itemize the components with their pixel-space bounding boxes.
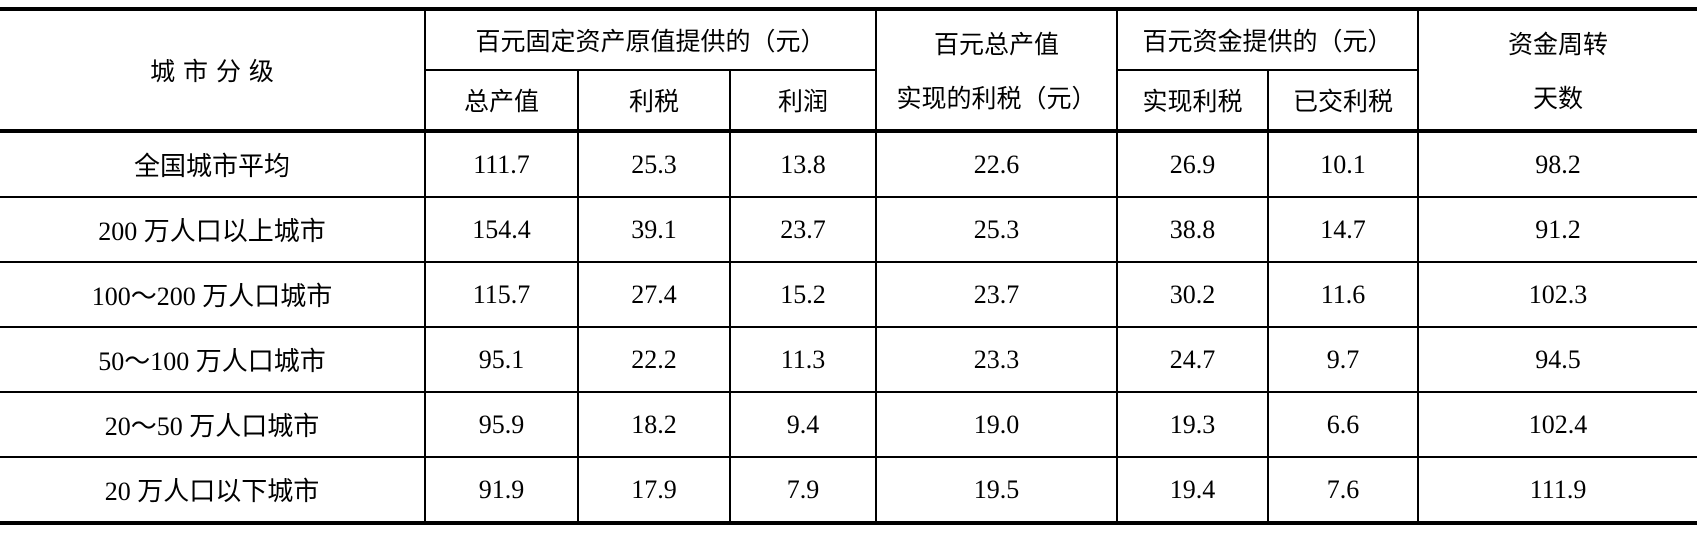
table-cell: 94.5 bbox=[1417, 326, 1697, 393]
header-row-2: 总产值 利税 利润 实现利税 已交利税 bbox=[0, 69, 1697, 132]
table-cell: 91.9 bbox=[424, 456, 579, 525]
row-label: 100～200 万人口城市 bbox=[0, 261, 426, 328]
table-cell: 111.7 bbox=[424, 129, 579, 198]
row-label: 20～50 万人口城市 bbox=[0, 391, 426, 458]
table-cell: 19.4 bbox=[1116, 456, 1270, 525]
table-cell: 30.2 bbox=[1116, 261, 1270, 328]
table-cell: 39.1 bbox=[577, 196, 731, 263]
table-cell: 6.6 bbox=[1267, 391, 1420, 458]
row-label: 200 万人口以上城市 bbox=[0, 196, 426, 263]
header-output-profit-tax-line2: 实现的利税（元） bbox=[896, 84, 1097, 113]
table-cell: 23.3 bbox=[875, 326, 1119, 393]
header-output-profit-tax-line1: 百元总产值 bbox=[934, 30, 1060, 59]
table-cell: 23.7 bbox=[875, 261, 1119, 328]
header-turnover-line1: 资金周转 bbox=[1508, 30, 1609, 59]
table-row: 200 万人口以上城市 154.4 39.1 23.7 25.3 38.8 14.7 91.2 bbox=[0, 196, 1697, 263]
row-label: 全国城市平均 bbox=[0, 129, 426, 198]
table-cell: 11.6 bbox=[1267, 261, 1420, 328]
header-output-profit-tax: 百元总产值 实现的利税（元） bbox=[875, 7, 1119, 132]
table-cell: 154.4 bbox=[424, 196, 579, 263]
table-cell: 17.9 bbox=[577, 456, 731, 525]
header-profit-tax: 利税 bbox=[577, 69, 731, 132]
table-cell: 19.3 bbox=[1116, 391, 1270, 458]
table-cell: 10.1 bbox=[1267, 129, 1420, 198]
table-cell: 22.2 bbox=[577, 326, 731, 393]
table-cell: 7.9 bbox=[728, 456, 878, 525]
header-group-funds: 百元资金提供的（元） bbox=[1116, 7, 1420, 71]
table-body: 全国城市平均 111.7 25.3 13.8 22.6 26.9 10.1 98.2 200 万… bbox=[0, 129, 1697, 525]
table-cell: 111.9 bbox=[1417, 456, 1697, 525]
header-paid-profit-tax: 已交利税 bbox=[1267, 69, 1419, 132]
table-cell: 9.4 bbox=[728, 391, 878, 458]
header-city-class: 城 市 分 级 bbox=[0, 7, 426, 132]
table-cell: 14.7 bbox=[1267, 196, 1420, 263]
table-row: 50～100 万人口城市 95.1 22.2 11.3 23.3 24.7 9.7 94.5 bbox=[0, 326, 1697, 393]
table-cell: 19.0 bbox=[875, 391, 1119, 458]
table-cell: 11.3 bbox=[728, 326, 878, 393]
table-cell: 15.2 bbox=[728, 261, 878, 328]
table-cell: 95.1 bbox=[424, 326, 579, 393]
table-cell: 27.4 bbox=[577, 261, 731, 328]
table-cell: 38.8 bbox=[1116, 196, 1270, 263]
table-cell: 7.6 bbox=[1267, 456, 1420, 525]
table-cell: 26.9 bbox=[1116, 129, 1270, 198]
table-row: 20～50 万人口城市 95.9 18.2 9.4 19.0 19.3 6.6 102.4 bbox=[0, 391, 1697, 458]
table-cell: 25.3 bbox=[577, 129, 731, 198]
row-label: 20 万人口以下城市 bbox=[0, 456, 426, 525]
header-group-fixed-assets: 百元固定资产原值提供的（元） bbox=[423, 7, 878, 71]
table-cell: 13.8 bbox=[728, 129, 878, 198]
table-cell: 23.7 bbox=[728, 196, 878, 263]
table-cell: 22.6 bbox=[875, 129, 1119, 198]
table-cell: 95.9 bbox=[424, 391, 579, 458]
table-cell: 25.3 bbox=[875, 196, 1119, 263]
table-cell: 9.7 bbox=[1267, 326, 1420, 393]
header-gross-output: 总产值 bbox=[425, 69, 579, 132]
table-cell: 115.7 bbox=[424, 261, 579, 328]
table-row: 100～200 万人口城市 115.7 27.4 15.2 23.7 30.2 11.6 10… bbox=[0, 261, 1697, 328]
header-turnover-days: 资金周转 天数 bbox=[1417, 7, 1697, 132]
header-profit: 利润 bbox=[728, 69, 878, 132]
table-cell: 102.4 bbox=[1417, 391, 1697, 458]
header-turnover-line2: 天数 bbox=[1533, 84, 1584, 113]
row-label: 50～100 万人口城市 bbox=[0, 326, 426, 393]
table-cell: 18.2 bbox=[577, 391, 731, 458]
header-city-class-text: 城 市 分 级 bbox=[150, 57, 274, 86]
table-cell: 98.2 bbox=[1417, 129, 1697, 198]
city-economic-table: 城 市 分 级 百元固定资产原值提供的（元） 百元总产值 实现的利税（元） 百元… bbox=[0, 7, 1697, 525]
header-row-1: 城 市 分 级 百元固定资产原值提供的（元） 百元总产值 实现的利税（元） 百元… bbox=[0, 7, 1697, 132]
table-cell: 24.7 bbox=[1116, 326, 1270, 393]
header-realized-profit-tax: 实现利税 bbox=[1116, 69, 1270, 132]
table-cell: 91.2 bbox=[1417, 196, 1697, 263]
table-row: 全国城市平均 111.7 25.3 13.8 22.6 26.9 10.1 98.2 bbox=[0, 129, 1697, 198]
table-cell: 19.5 bbox=[875, 456, 1119, 525]
table-row: 20 万人口以下城市 91.9 17.9 7.9 19.5 19.4 7.6 111.9 bbox=[0, 456, 1697, 525]
table-cell: 102.3 bbox=[1417, 261, 1697, 328]
